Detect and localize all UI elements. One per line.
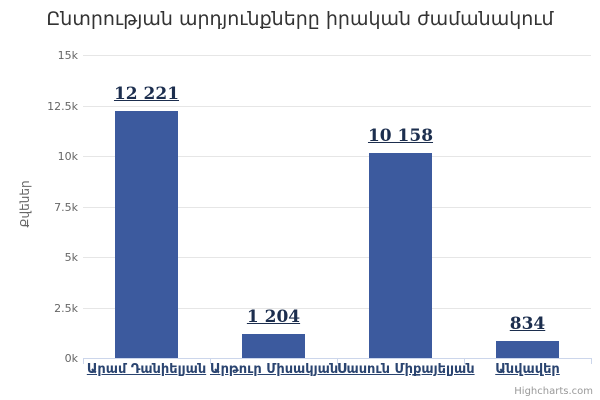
category-label[interactable]: Արամ Դանիելյան bbox=[86, 362, 207, 377]
y-axis-tick-label: 15k bbox=[57, 49, 78, 62]
bar-value-label[interactable]: 10 158 bbox=[367, 126, 434, 146]
y-axis-tick-label: 12.5k bbox=[47, 99, 78, 113]
gridline bbox=[83, 156, 591, 157]
x-axis-tick-mark bbox=[210, 358, 211, 364]
gridline bbox=[83, 307, 591, 309]
x-axis-tick-mark bbox=[83, 358, 84, 364]
x-axis-tick-mark bbox=[591, 358, 592, 364]
category-label[interactable]: Անվավեր bbox=[495, 362, 560, 377]
bar-value-label[interactable]: 12 221 bbox=[113, 84, 180, 104]
y-axis-tick-label: 10k bbox=[57, 150, 78, 163]
highcharts-credit-link[interactable]: Highcharts.com bbox=[514, 386, 593, 397]
category-label[interactable]: Արթուր Միսակյան bbox=[210, 362, 339, 377]
gridline bbox=[83, 55, 591, 56]
bar-value-label[interactable]: 834 bbox=[509, 314, 546, 334]
y-axis-tick-label: 5k bbox=[64, 251, 78, 264]
chart-title: Ընտրության արդյունքները իրական ժամանակու… bbox=[46, 8, 554, 30]
category-label[interactable]: Սասուն Միքայելյան bbox=[337, 362, 475, 377]
bar[interactable] bbox=[369, 153, 432, 358]
gridline bbox=[83, 257, 591, 258]
y-axis-tick-label: 0k bbox=[64, 352, 78, 365]
bar[interactable] bbox=[496, 341, 559, 358]
gridline bbox=[83, 105, 591, 107]
x-axis-tick-mark bbox=[337, 358, 338, 364]
gridline bbox=[83, 206, 591, 208]
y-axis-tick-label: 2.5k bbox=[54, 301, 78, 315]
y-axis-tick-label: 7.5k bbox=[54, 200, 78, 214]
bar-value-label[interactable]: 1 204 bbox=[246, 307, 301, 327]
bar[interactable] bbox=[242, 334, 305, 358]
x-axis-tick-mark bbox=[464, 358, 465, 364]
bar[interactable] bbox=[115, 111, 178, 358]
